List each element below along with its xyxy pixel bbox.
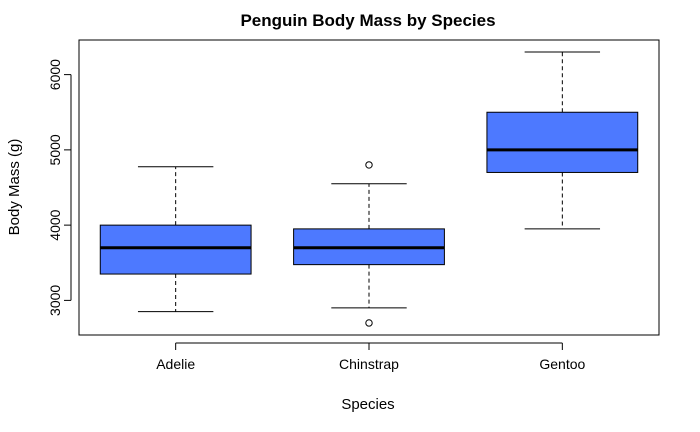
x-tick-label: Gentoo <box>539 356 585 372</box>
y-tick-label: 3000 <box>47 285 63 316</box>
chart-title: Penguin Body Mass by Species <box>240 11 495 30</box>
box-adelie <box>99 224 252 275</box>
plot-layer: 3000 4000 5000 6000 Adelie Chinstrap Gentoo <box>47 51 639 372</box>
x-tick-label: Chinstrap <box>339 356 399 372</box>
x-tick-label: Adelie <box>156 356 195 372</box>
outlier-point <box>365 161 373 169</box>
y-tick-label: 6000 <box>47 59 63 90</box>
y-tick-label: 5000 <box>47 134 63 165</box>
y-tick-label: 4000 <box>47 209 63 240</box>
plot-frame <box>78 39 660 336</box>
y-axis-label: Body Mass (g) <box>6 139 23 236</box>
outlier-point <box>365 319 373 327</box>
x-axis-label: Species <box>341 396 394 413</box>
box-gentoo <box>486 111 639 173</box>
